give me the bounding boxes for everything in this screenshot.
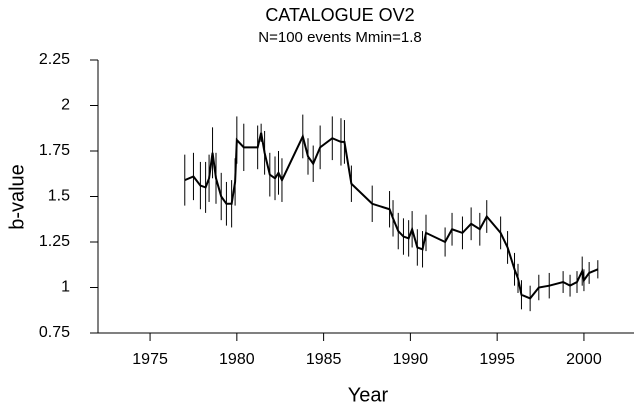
chart-subtitle: N=100 events Mmin=1.8	[258, 29, 421, 46]
y-tick-label: 2.25	[39, 51, 70, 68]
y-axis-label: b-value	[6, 164, 28, 230]
y-tick-label: 2	[61, 97, 70, 114]
y-tick-label: 1	[61, 279, 70, 296]
data-line	[184, 132, 599, 300]
y-tick-label: 0.75	[39, 324, 70, 341]
x-tick-label: 1995	[479, 351, 515, 368]
y-tick-label: 1.25	[39, 233, 70, 250]
x-axis-label: Year	[348, 384, 389, 406]
x-tick-label: 1980	[219, 351, 255, 368]
chart-title: CATALOGUE OV2	[265, 5, 414, 25]
x-tick-label: 1985	[306, 351, 342, 368]
x-tick-label: 2000	[566, 351, 602, 368]
x-tick-label: 1975	[132, 351, 168, 368]
x-tick-label: 1990	[393, 351, 429, 368]
y-tick-label: 1.75	[39, 142, 70, 159]
y-tick-label: 1.5	[48, 188, 70, 205]
